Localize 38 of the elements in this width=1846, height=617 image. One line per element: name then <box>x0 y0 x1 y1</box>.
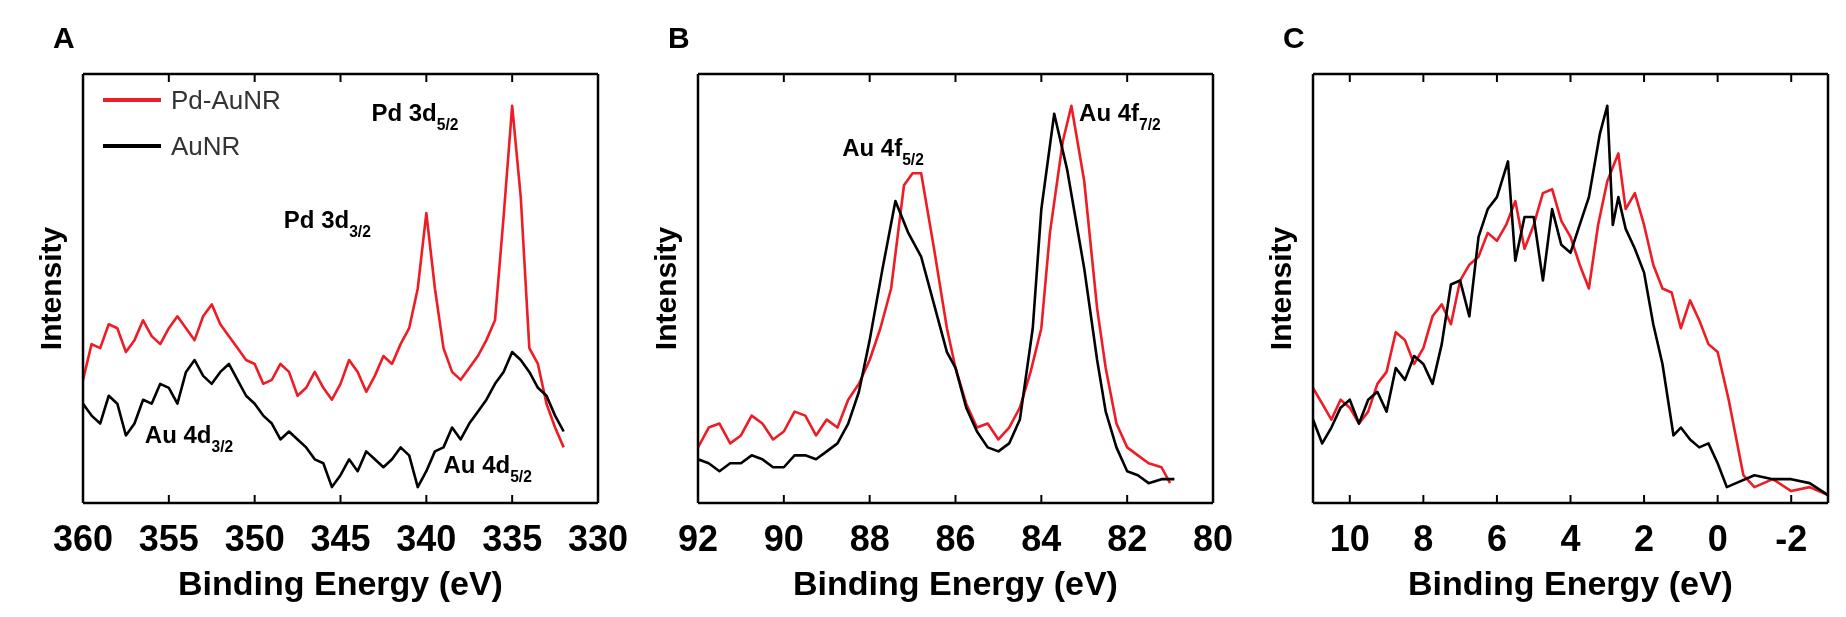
x-tick-label: 2 <box>1634 518 1655 559</box>
x-tick-label: 84 <box>1021 518 1062 559</box>
y-axis-title: Intensity <box>649 226 682 351</box>
x-tick-label: 330 <box>567 518 629 559</box>
x-tick-label: 6 <box>1486 518 1507 559</box>
x-tick-label: 360 <box>52 518 114 559</box>
annotation: Au 4f$_{5/2}$ <box>842 133 925 168</box>
annotation: Au 4d$_{3/2}$ <box>144 420 234 455</box>
y-axis-title: Intensity <box>34 226 67 351</box>
chart-title: A <box>53 21 75 54</box>
chart-title: C <box>1283 21 1305 54</box>
x-tick-label: 80 <box>1192 518 1234 559</box>
annotation: Au 4d$_{5/2}$ <box>443 450 533 485</box>
legend-label: Pd-AuNR <box>171 85 281 116</box>
x-tick-label: 82 <box>1107 518 1148 559</box>
x-tick-label: 92 <box>677 518 719 559</box>
x-tick-label: 345 <box>310 518 371 559</box>
x-tick-label: 340 <box>396 518 457 559</box>
annotation: Pd 3d$_{3/2}$ <box>283 206 372 240</box>
chart-title: B <box>668 21 690 54</box>
x-tick-label: 90 <box>763 518 804 559</box>
x-axis-title: Binding Energy (eV) <box>1408 564 1733 602</box>
x-axis-title: Binding Energy (eV) <box>178 564 503 602</box>
legend-label: AuNR <box>171 131 241 162</box>
y-axis-title: Intensity <box>1264 226 1297 351</box>
annotation: Au 4f$_{7/2}$ <box>1079 99 1162 133</box>
x-tick-label: 10 <box>1329 518 1370 559</box>
x-tick-label: 86 <box>935 518 976 559</box>
x-tick-label: 0 <box>1707 518 1728 559</box>
x-tick-label: 355 <box>138 518 199 559</box>
x-tick-label: -2 <box>1775 518 1808 559</box>
x-tick-label: 335 <box>482 518 543 559</box>
x-tick-label: 88 <box>849 518 890 559</box>
x-tick-label: 350 <box>224 518 285 559</box>
x-tick-label: 4 <box>1560 518 1581 559</box>
x-tick-label: 8 <box>1413 518 1434 559</box>
x-axis-title: Binding Energy (eV) <box>793 564 1118 602</box>
annotation: Pd 3d$_{5/2}$ <box>371 99 459 133</box>
